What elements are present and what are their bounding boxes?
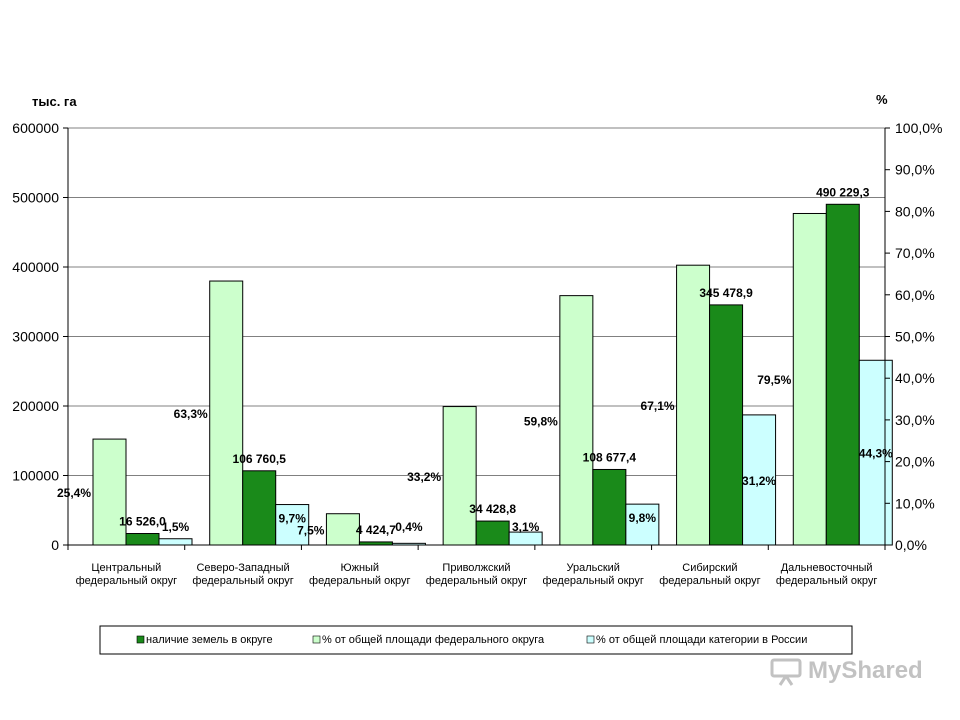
category-label-line2: федеральный округ bbox=[659, 575, 760, 587]
data-label-district-pct: 63,3% bbox=[174, 407, 208, 421]
data-label-land: 4 424,7 bbox=[356, 523, 396, 537]
right-tick-label: 70,0% bbox=[895, 245, 935, 261]
data-label-district-pct: 33,2% bbox=[407, 470, 441, 484]
legend-box bbox=[99, 625, 853, 655]
right-tick-label: 80,0% bbox=[895, 203, 935, 219]
bar-s1-c7 bbox=[792, 212, 827, 546]
bar-s1-c4 bbox=[442, 406, 477, 546]
bar-s3-c4 bbox=[508, 531, 543, 546]
data-label-land: 490 229,3 bbox=[816, 185, 870, 199]
bar-s2-c7 bbox=[825, 203, 860, 546]
legend-item-russia-pct: % от общей площади категории в России bbox=[586, 634, 807, 646]
category-label-line1: Южный bbox=[340, 562, 379, 574]
right-axis: 0,0% 10,0% 20,0% 30,0% 40,0% 50,0% 60,0% 70,0% 8… bbox=[884, 120, 942, 553]
right-tick-label: 50,0% bbox=[895, 329, 935, 345]
right-tick-label: 60,0% bbox=[895, 287, 935, 303]
data-label-district-pct: 79,5% bbox=[757, 373, 791, 387]
bar-s2-c4 bbox=[475, 520, 510, 546]
bar-s1-c5 bbox=[559, 295, 594, 546]
bar-s1-c6 bbox=[676, 264, 711, 546]
bar-s3-c6 bbox=[742, 414, 777, 546]
legend-label-russia-pct: % от общей площади категории в России bbox=[596, 634, 807, 646]
bar-s1-c2 bbox=[209, 280, 244, 546]
right-tick-label: 10,0% bbox=[895, 495, 935, 511]
category-label-line1: Уральский bbox=[566, 562, 619, 574]
legend-item-district-pct: % от общей площади федерального округа bbox=[312, 634, 545, 646]
legend-item-land: наличие земель в округе bbox=[136, 634, 273, 646]
legend-label-district-pct: % от общей площади федерального округа bbox=[322, 634, 545, 646]
bar-s3-c5 bbox=[625, 503, 660, 546]
category-label-line2: федеральный округ bbox=[542, 575, 643, 587]
data-label-land: 345 478,9 bbox=[699, 286, 753, 300]
legend: наличие земель в округе % от общей площа… bbox=[99, 625, 853, 655]
data-label-district-pct: 59,8% bbox=[524, 414, 558, 428]
left-tick-label: 0 bbox=[51, 537, 59, 553]
watermark: MyShared bbox=[770, 656, 923, 686]
bar-s2-c2 bbox=[242, 470, 277, 546]
legend-swatch-russia-pct bbox=[586, 635, 595, 644]
bar-s1-c3 bbox=[325, 513, 360, 546]
category-label-line1: Центральный bbox=[91, 562, 161, 574]
category-label-line2: федеральный округ bbox=[426, 575, 527, 587]
bars bbox=[92, 203, 893, 546]
data-label-russia-pct: 0,4% bbox=[395, 520, 423, 534]
data-label-russia-pct: 3,1% bbox=[512, 520, 540, 534]
left-tick-label: 100000 bbox=[12, 468, 59, 484]
data-label-russia-pct: 9,7% bbox=[279, 512, 307, 526]
left-tick-label: 300000 bbox=[12, 329, 59, 345]
data-label-land: 108 677,4 bbox=[583, 450, 637, 464]
right-tick-label: 100,0% bbox=[895, 120, 942, 136]
data-label-district-pct: 67,1% bbox=[641, 399, 675, 413]
category-label-line2: федеральный округ bbox=[776, 575, 877, 587]
legend-swatch-district-pct bbox=[312, 635, 321, 644]
bar-s2-c5 bbox=[592, 468, 627, 546]
left-axis-unit: тыс. га bbox=[32, 94, 77, 109]
bar-s2-c6 bbox=[709, 304, 744, 546]
watermark-text: MyShared bbox=[808, 657, 923, 684]
category-label-line1: Дальневосточный bbox=[781, 562, 873, 574]
data-label-russia-pct: 9,8% bbox=[629, 511, 657, 525]
bar-s3-c1 bbox=[158, 538, 193, 546]
bar-s3-c2 bbox=[275, 504, 310, 546]
category-label-line1: Северо-Западный bbox=[196, 562, 289, 574]
category-label-line2: федеральный округ bbox=[192, 575, 293, 587]
right-tick-label: 40,0% bbox=[895, 370, 935, 386]
bar-s2-c1 bbox=[125, 533, 160, 546]
data-label-russia-pct: 44,3% bbox=[859, 447, 893, 461]
data-label-russia-pct: 31,2% bbox=[742, 474, 776, 488]
category-label-line1: Приволжский bbox=[442, 562, 510, 574]
data-label-land: 34 428,8 bbox=[469, 502, 516, 516]
left-tick-label: 200000 bbox=[12, 398, 59, 414]
data-label-land: 16 526,0 bbox=[119, 515, 166, 529]
legend-swatch-land bbox=[136, 635, 145, 644]
left-tick-label: 400000 bbox=[12, 259, 59, 275]
bar-s1-c1 bbox=[92, 438, 127, 546]
right-tick-label: 30,0% bbox=[895, 412, 935, 428]
left-tick-label: 600000 bbox=[12, 120, 59, 136]
category-label-line1: Сибирский bbox=[682, 562, 737, 574]
category-label-line2: федеральный округ bbox=[76, 575, 177, 587]
data-labels: 25,4% 63,3% 7,5% 33,2% 59,8% 67,1% 79,5% 16 526… bbox=[57, 185, 893, 537]
right-tick-label: 0,0% bbox=[895, 537, 927, 553]
data-label-district-pct: 7,5% bbox=[297, 523, 325, 537]
presentation-icon bbox=[770, 658, 802, 686]
left-axis: 0 100000 200000 300000 400000 500000 600000 bbox=[12, 120, 69, 553]
left-tick-label: 500000 bbox=[12, 190, 59, 206]
category-label-line2: федеральный округ bbox=[309, 575, 410, 587]
right-tick-label: 90,0% bbox=[895, 162, 935, 178]
right-tick-label: 20,0% bbox=[895, 454, 935, 470]
right-axis-unit: % bbox=[876, 92, 888, 107]
legend-label-land: наличие земель в округе bbox=[146, 634, 273, 646]
data-label-district-pct: 25,4% bbox=[57, 486, 91, 500]
data-label-russia-pct: 1,5% bbox=[162, 520, 190, 534]
data-label-land: 106 760,5 bbox=[233, 452, 287, 466]
